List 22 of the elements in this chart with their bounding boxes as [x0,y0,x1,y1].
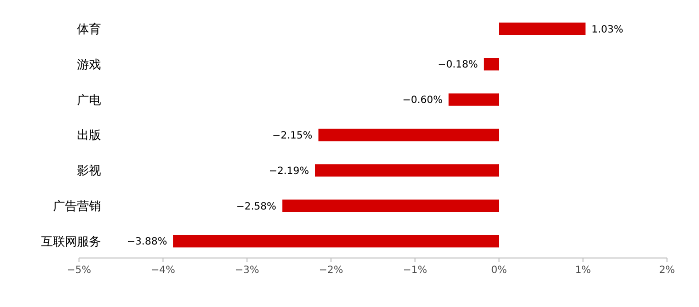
y-tick-label: 广电 [77,92,101,107]
x-tick-label: −4% [150,265,176,276]
data-label: −0.60% [402,95,443,106]
x-tick-label: −2% [318,265,344,276]
y-tick-label: 体育 [77,22,101,36]
y-tick-label: 互联网服务 [41,234,101,248]
x-tick-label: 2% [659,265,675,276]
x-tick-label: −3% [234,265,260,276]
y-tick-label: 游戏 [77,57,101,72]
x-tick-label: 0% [491,265,507,276]
x-tick-label: 1% [575,265,591,276]
x-tick-label: −5% [66,265,92,276]
data-label: −2.58% [236,201,276,212]
data-label: −3.88% [126,236,168,248]
y-tick-label: 出版 [77,128,101,142]
data-label: −2.19% [268,166,310,177]
y-tick-label: 广告营销 [53,198,101,213]
data-label: 1.03% [592,24,624,36]
data-label: −2.15% [272,130,312,142]
y-tick-label: 影视 [77,164,101,178]
data-label: −0.18% [438,60,478,71]
x-tick-label: −1% [402,265,428,276]
